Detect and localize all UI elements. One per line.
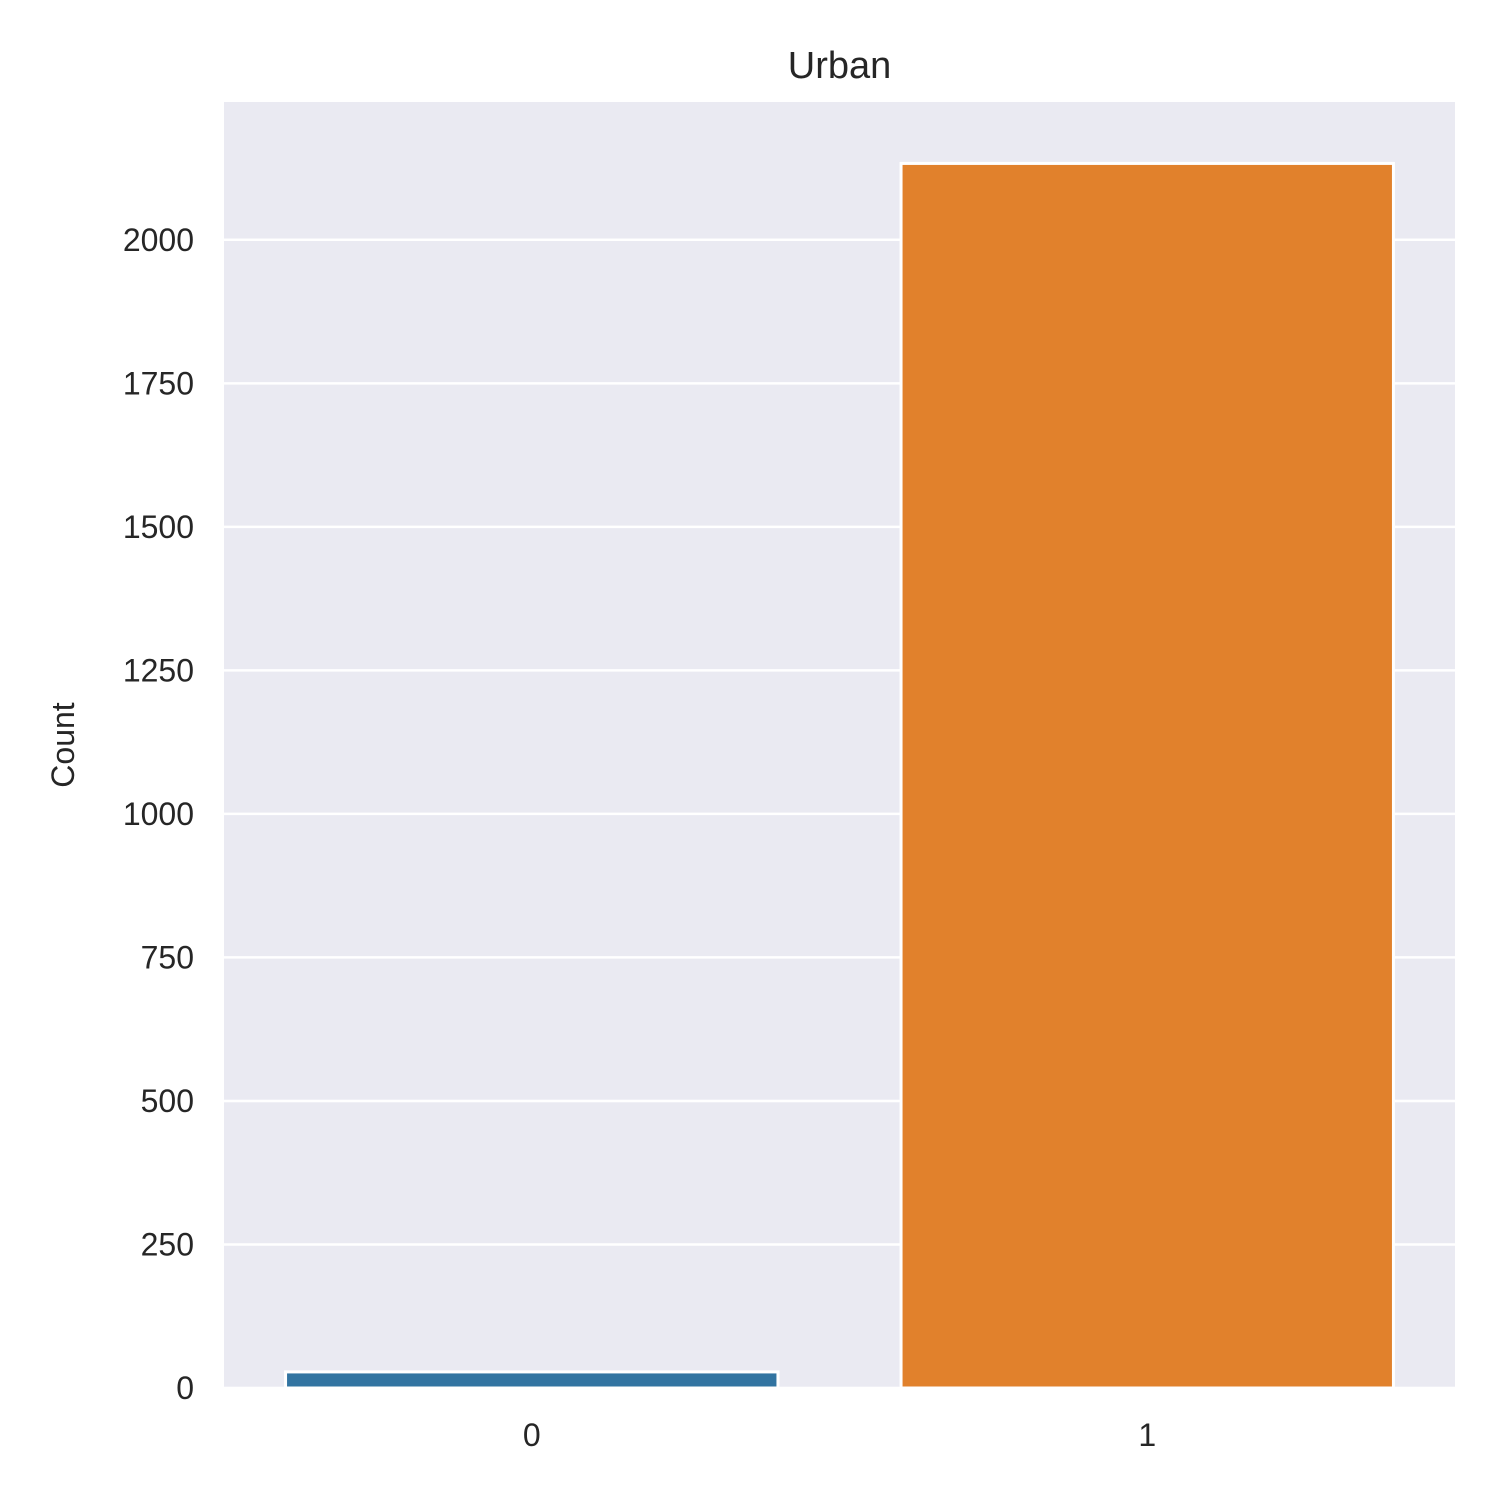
y-tick-labels: 0 250 500 750 1000 1250 1500 1750 2000 (123, 222, 194, 1406)
y-tick-label: 1000 (123, 796, 194, 832)
y-tick-label: 1750 (123, 365, 194, 401)
bar-0 (284, 1370, 780, 1390)
y-tick-label: 2000 (123, 222, 194, 258)
x-tick-label: 1 (1138, 1417, 1156, 1453)
y-tick-label: 750 (141, 939, 194, 975)
bar-1 (899, 161, 1395, 1390)
y-tick-label: 1250 (123, 652, 194, 688)
chart-title: Urban (788, 45, 892, 87)
y-tick-label: 0 (176, 1370, 194, 1406)
x-tick-label: 0 (523, 1417, 541, 1453)
y-axis-label: Count (45, 702, 81, 788)
bars (284, 161, 1395, 1390)
y-tick-label: 250 (141, 1226, 194, 1262)
y-tick-label: 1500 (123, 509, 194, 545)
y-tick-label: 500 (141, 1083, 194, 1119)
